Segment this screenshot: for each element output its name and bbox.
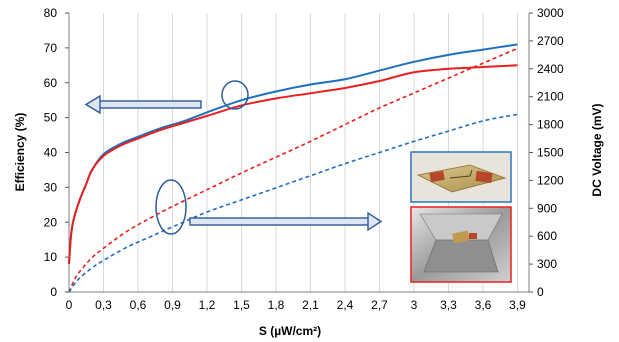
x-tick-label: 0: [66, 298, 73, 312]
x-tick-label: 2,1: [302, 298, 319, 312]
y-axis-right-title: DC Voltage (mV): [590, 103, 604, 196]
x-tick-label: 3,9: [509, 298, 526, 312]
y-left-tick-label: 10: [44, 250, 58, 264]
y-right-tick-label: 300: [537, 257, 557, 271]
y-left-tick-label: 50: [44, 111, 58, 125]
inset-photo-reflector-box: [411, 207, 511, 282]
y-right-tick-label: 1500: [537, 146, 564, 160]
y-right-tick-label: 900: [537, 201, 557, 215]
x-tick-label: 2,4: [337, 298, 354, 312]
y-left-tick-label: 70: [44, 41, 58, 55]
x-tick-label: 3: [411, 298, 418, 312]
x-tick-label: 0,6: [130, 298, 147, 312]
efficiency-ellipse: [222, 81, 248, 109]
y-right-tick-label: 2100: [537, 90, 564, 104]
y-left-tick-label: 60: [44, 76, 58, 90]
y-left-tick-label: 20: [44, 215, 58, 229]
inset-photo-rectenna: [411, 152, 511, 202]
y-left-tick-label: 80: [44, 6, 58, 20]
y-right-tick-label: 3000: [537, 6, 564, 20]
x-tick-label: 3,6: [475, 298, 492, 312]
x-tick-label: 1,5: [233, 298, 250, 312]
x-tick-label: 0,3: [95, 298, 112, 312]
efficiency-annotation: [86, 81, 248, 113]
y-left-tick-label: 0: [50, 285, 57, 299]
x-tick-label: 0,9: [164, 298, 181, 312]
y-right-tick-label: 1800: [537, 118, 564, 132]
x-axis-title: S (µW/cm²): [259, 324, 321, 338]
y-right-tick-label: 0: [537, 285, 544, 299]
y-right-tick-label: 2400: [537, 62, 564, 76]
y-left-tick-label: 30: [44, 180, 58, 194]
y-axis-left-title: Efficiency (%): [13, 113, 27, 192]
x-tick-label: 1,8: [268, 298, 285, 312]
y-right-tick-label: 600: [537, 229, 557, 243]
voltage-annotation: [156, 180, 381, 234]
x-tick-label: 3,3: [440, 298, 457, 312]
y-right-tick-label: 2700: [537, 34, 564, 48]
right-arrow-icon: [190, 213, 381, 230]
x-tick-label: 2,7: [371, 298, 388, 312]
x-tick-label: 1,2: [199, 298, 216, 312]
y-left-tick-label: 40: [44, 146, 58, 160]
y-right-tick-label: 1200: [537, 173, 564, 187]
